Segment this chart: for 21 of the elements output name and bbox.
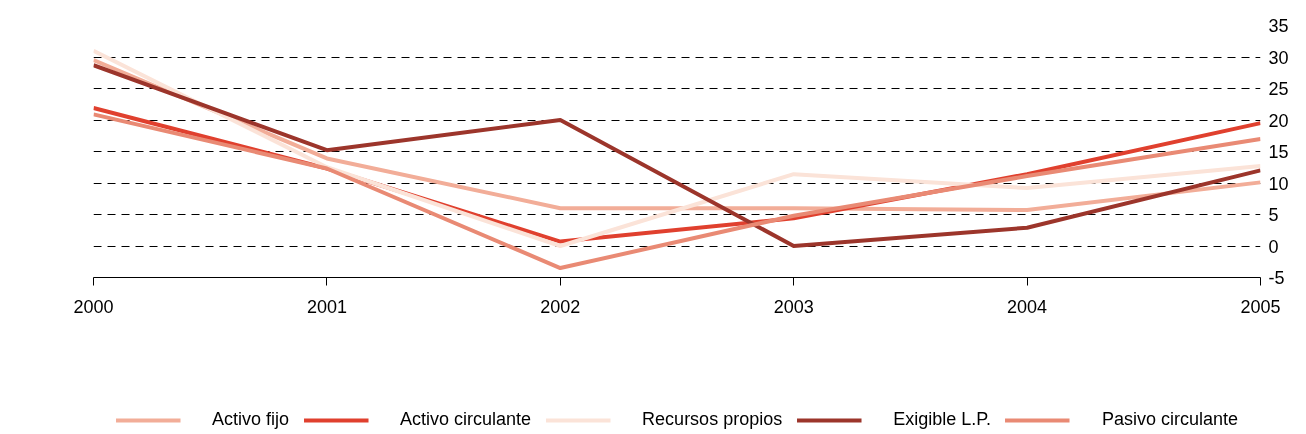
y-tick-label: 10 — [1268, 173, 1289, 194]
line-series — [93, 112, 1261, 271]
x-tick-label: 2004 — [1007, 296, 1048, 317]
y-tick-label: 35 — [1268, 16, 1289, 36]
y-tick-label: -5 — [1268, 268, 1285, 288]
legend-label: Recursos propios — [642, 409, 783, 430]
y-tick-label: 5 — [1268, 205, 1279, 225]
legend-label: Exigible L.P. — [893, 409, 991, 430]
x-tick-label: 2003 — [773, 296, 814, 317]
y-tick-label: 20 — [1268, 110, 1289, 131]
x-tick-label: 2001 — [306, 296, 347, 317]
y-tick-label: 0 — [1268, 236, 1279, 257]
legend-label: Activo circulante — [400, 409, 532, 430]
y-tick-label: 15 — [1268, 142, 1289, 162]
x-tick-label: 2002 — [540, 296, 581, 317]
x-tick-label: 2000 — [73, 296, 114, 317]
legend-label: Pasivo circulante — [1101, 409, 1238, 430]
y-tick-label: 30 — [1268, 47, 1289, 68]
y-tick-label: 25 — [1268, 79, 1289, 99]
x-tick-label: 2005 — [1240, 296, 1281, 317]
legend-label: Activo fijo — [212, 409, 290, 430]
